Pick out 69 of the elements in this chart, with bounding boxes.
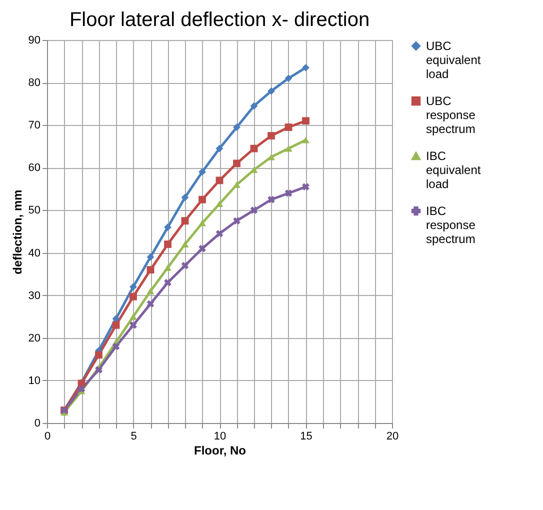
- point: [181, 262, 189, 270]
- point: [95, 366, 102, 374]
- legend-label: UBC response spectrum: [426, 94, 476, 136]
- point: [268, 132, 275, 140]
- point: [268, 154, 275, 160]
- point: [130, 321, 137, 329]
- point: [284, 190, 292, 197]
- y-tick-label: 60: [28, 162, 40, 174]
- legend-label: UBC equivalent load: [426, 39, 482, 81]
- point: [181, 217, 189, 225]
- point: [233, 160, 240, 168]
- point: [268, 196, 275, 204]
- y-axis-title: deflection, mm: [10, 190, 24, 274]
- point: [216, 144, 224, 152]
- point: [130, 292, 137, 300]
- point: [146, 266, 154, 274]
- point: [302, 136, 310, 144]
- point: [198, 196, 206, 204]
- y-tick-label: 70: [28, 120, 40, 132]
- point: [233, 124, 240, 131]
- point: [130, 283, 137, 291]
- point: [164, 240, 172, 248]
- x-tick-label: 10: [214, 430, 226, 442]
- x-axis-title: Floor, No: [194, 444, 246, 458]
- point: [112, 342, 120, 350]
- point: [302, 64, 310, 72]
- y-tick-label: 40: [28, 247, 40, 260]
- point: [233, 217, 240, 225]
- y-tick-label: 0: [34, 418, 40, 430]
- point: [146, 253, 154, 261]
- y-tick-label: 50: [28, 204, 40, 217]
- y-tick-label: 10: [28, 374, 40, 387]
- point: [302, 117, 310, 125]
- x-tick-label: 5: [130, 430, 137, 442]
- point: [198, 220, 206, 226]
- point: [198, 244, 206, 252]
- point: [216, 176, 224, 184]
- point: [284, 124, 292, 131]
- point: [146, 288, 154, 294]
- point: [216, 230, 224, 238]
- y-tick-label: 20: [28, 332, 40, 344]
- point: [284, 145, 292, 152]
- x-tick-label: 15: [300, 430, 312, 442]
- point: [302, 183, 310, 190]
- y-tick-label: 80: [28, 77, 40, 90]
- point: [250, 206, 258, 214]
- point: [181, 194, 189, 202]
- point: [233, 181, 240, 188]
- legend-label: IBC equivalent load: [426, 149, 482, 191]
- chart-title: Floor lateral deflection x- direction: [69, 9, 370, 31]
- point: [164, 264, 172, 271]
- point: [250, 102, 258, 110]
- y-tick-label: 30: [28, 290, 40, 302]
- point: [146, 300, 154, 308]
- x-tick-label: 20: [386, 430, 399, 442]
- point: [268, 87, 275, 95]
- point: [181, 241, 189, 248]
- point: [284, 74, 292, 82]
- point: [164, 224, 172, 231]
- legend-label: IBC response spectrum: [426, 204, 476, 246]
- point: [198, 168, 206, 176]
- point: [78, 385, 86, 393]
- point: [130, 313, 137, 320]
- point: [95, 351, 102, 359]
- point: [112, 321, 120, 329]
- y-tick-label: 90: [28, 34, 40, 46]
- point: [164, 278, 172, 286]
- point: [216, 200, 224, 208]
- x-tick-label: 0: [44, 430, 51, 442]
